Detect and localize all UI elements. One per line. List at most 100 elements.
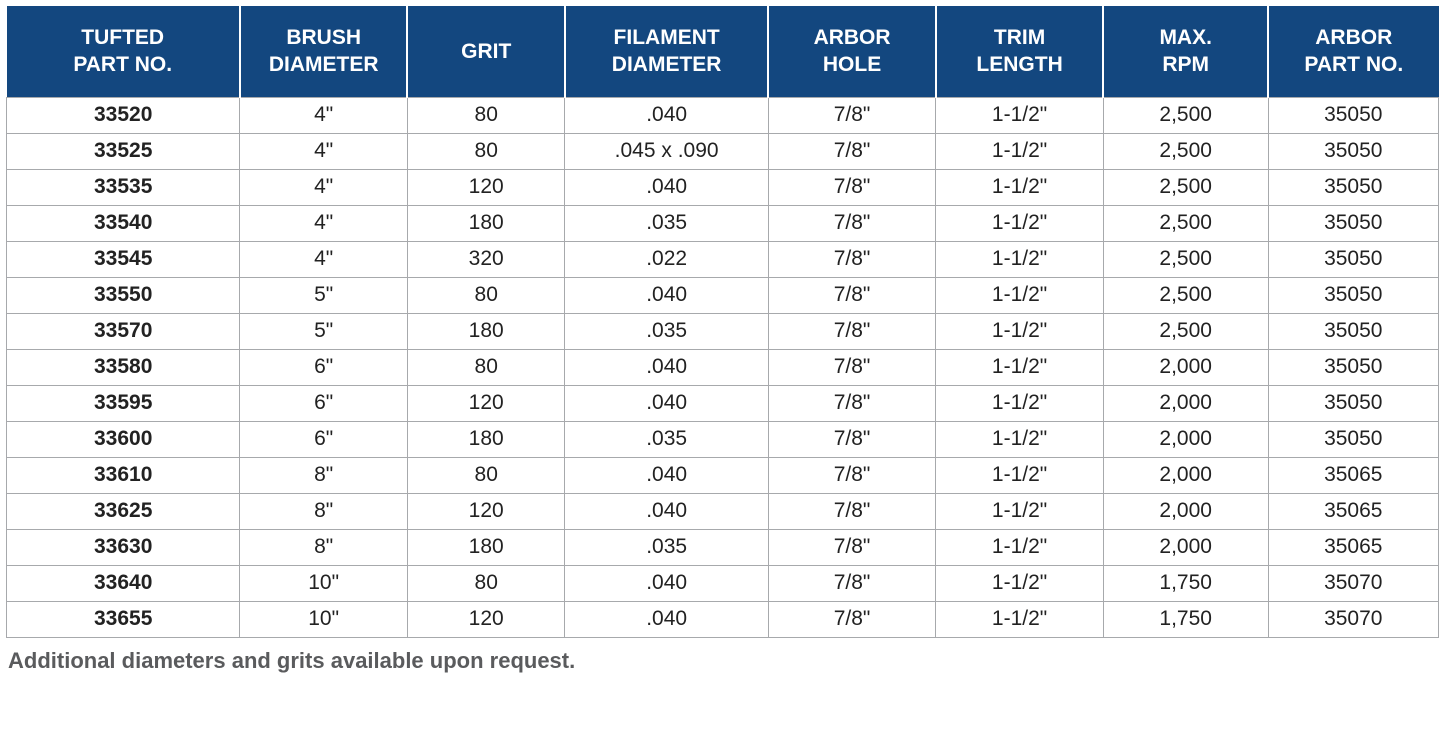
- cell: 4": [240, 205, 408, 241]
- cell: 35050: [1268, 241, 1438, 277]
- cell: 4": [240, 169, 408, 205]
- col-header-4: ARBORHOLE: [768, 6, 936, 97]
- cell: 8": [240, 493, 408, 529]
- cell: .035: [565, 421, 768, 457]
- cell: 7/8": [768, 385, 936, 421]
- footnote: Additional diameters and grits available…: [6, 638, 1439, 674]
- cell: 2,500: [1103, 205, 1268, 241]
- cell: .040: [565, 169, 768, 205]
- cell: 6": [240, 349, 408, 385]
- cell: 33595: [7, 385, 240, 421]
- table-header: TUFTEDPART NO.BRUSHDIAMETERGRITFILAMENTD…: [7, 6, 1439, 97]
- cell: 120: [407, 601, 565, 637]
- cell: 33525: [7, 133, 240, 169]
- cell: 35050: [1268, 169, 1438, 205]
- cell: .022: [565, 241, 768, 277]
- cell: 4": [240, 133, 408, 169]
- table-row: 335806"80.0407/8"1-1/2"2,00035050: [7, 349, 1439, 385]
- cell: 35050: [1268, 205, 1438, 241]
- cell: 1-1/2": [936, 169, 1104, 205]
- cell: 7/8": [768, 241, 936, 277]
- cell: 5": [240, 277, 408, 313]
- cell: 35065: [1268, 529, 1438, 565]
- cell: 33535: [7, 169, 240, 205]
- cell: 2,000: [1103, 529, 1268, 565]
- cell: .035: [565, 529, 768, 565]
- cell: 35070: [1268, 601, 1438, 637]
- table-row: 335705"180.0357/8"1-1/2"2,50035050: [7, 313, 1439, 349]
- cell: 2,500: [1103, 277, 1268, 313]
- cell: 2,500: [1103, 169, 1268, 205]
- cell: 1,750: [1103, 565, 1268, 601]
- cell: 1-1/2": [936, 349, 1104, 385]
- cell: 4": [240, 97, 408, 133]
- cell: 1-1/2": [936, 277, 1104, 313]
- cell: 35050: [1268, 385, 1438, 421]
- cell: 33580: [7, 349, 240, 385]
- cell: 2,000: [1103, 421, 1268, 457]
- header-row: TUFTEDPART NO.BRUSHDIAMETERGRITFILAMENTD…: [7, 6, 1439, 97]
- cell: 1-1/2": [936, 241, 1104, 277]
- cell: 120: [407, 493, 565, 529]
- cell: 35050: [1268, 133, 1438, 169]
- cell: 180: [407, 205, 565, 241]
- table-row: 335254"80.045 x .0907/8"1-1/2"2,50035050: [7, 133, 1439, 169]
- cell: .040: [565, 385, 768, 421]
- cell: 7/8": [768, 277, 936, 313]
- cell: 35050: [1268, 97, 1438, 133]
- cell: 1-1/2": [936, 133, 1104, 169]
- cell: 35050: [1268, 421, 1438, 457]
- cell: 80: [407, 457, 565, 493]
- cell: 1-1/2": [936, 565, 1104, 601]
- cell: 180: [407, 421, 565, 457]
- cell: 33545: [7, 241, 240, 277]
- table-row: 335956"120.0407/8"1-1/2"2,00035050: [7, 385, 1439, 421]
- cell: 1-1/2": [936, 421, 1104, 457]
- cell: 7/8": [768, 421, 936, 457]
- spec-table: TUFTEDPART NO.BRUSHDIAMETERGRITFILAMENTD…: [6, 6, 1439, 638]
- cell: 33540: [7, 205, 240, 241]
- cell: 120: [407, 169, 565, 205]
- cell: 35050: [1268, 277, 1438, 313]
- table-row: 336006"180.0357/8"1-1/2"2,00035050: [7, 421, 1439, 457]
- cell: .035: [565, 205, 768, 241]
- cell: 7/8": [768, 493, 936, 529]
- cell: 35050: [1268, 349, 1438, 385]
- table-row: 336258"120.0407/8"1-1/2"2,00035065: [7, 493, 1439, 529]
- cell: 80: [407, 133, 565, 169]
- col-header-7: ARBORPART NO.: [1268, 6, 1438, 97]
- cell: 5": [240, 313, 408, 349]
- cell: 7/8": [768, 313, 936, 349]
- cell: .040: [565, 349, 768, 385]
- table-row: 335404"180.0357/8"1-1/2"2,50035050: [7, 205, 1439, 241]
- cell: 35050: [1268, 313, 1438, 349]
- cell: .040: [565, 493, 768, 529]
- cell: 8": [240, 529, 408, 565]
- cell: .040: [565, 565, 768, 601]
- cell: 7/8": [768, 601, 936, 637]
- table-row: 335505"80.0407/8"1-1/2"2,50035050: [7, 277, 1439, 313]
- cell: 6": [240, 385, 408, 421]
- cell: 2,000: [1103, 349, 1268, 385]
- cell: 1-1/2": [936, 601, 1104, 637]
- cell: 180: [407, 313, 565, 349]
- cell: .035: [565, 313, 768, 349]
- cell: .045 x .090: [565, 133, 768, 169]
- col-header-2: GRIT: [407, 6, 565, 97]
- cell: 1,750: [1103, 601, 1268, 637]
- cell: 1-1/2": [936, 529, 1104, 565]
- col-header-3: FILAMENTDIAMETER: [565, 6, 768, 97]
- cell: 33640: [7, 565, 240, 601]
- cell: 180: [407, 529, 565, 565]
- cell: 1-1/2": [936, 385, 1104, 421]
- cell: .040: [565, 97, 768, 133]
- cell: 33630: [7, 529, 240, 565]
- cell: 2,500: [1103, 133, 1268, 169]
- cell: 33655: [7, 601, 240, 637]
- table-row: 335204"80.0407/8"1-1/2"2,50035050: [7, 97, 1439, 133]
- cell: 1-1/2": [936, 205, 1104, 241]
- table-body: 335204"80.0407/8"1-1/2"2,50035050335254"…: [7, 97, 1439, 637]
- cell: 2,000: [1103, 457, 1268, 493]
- cell: 10": [240, 601, 408, 637]
- table-row: 335354"120.0407/8"1-1/2"2,50035050: [7, 169, 1439, 205]
